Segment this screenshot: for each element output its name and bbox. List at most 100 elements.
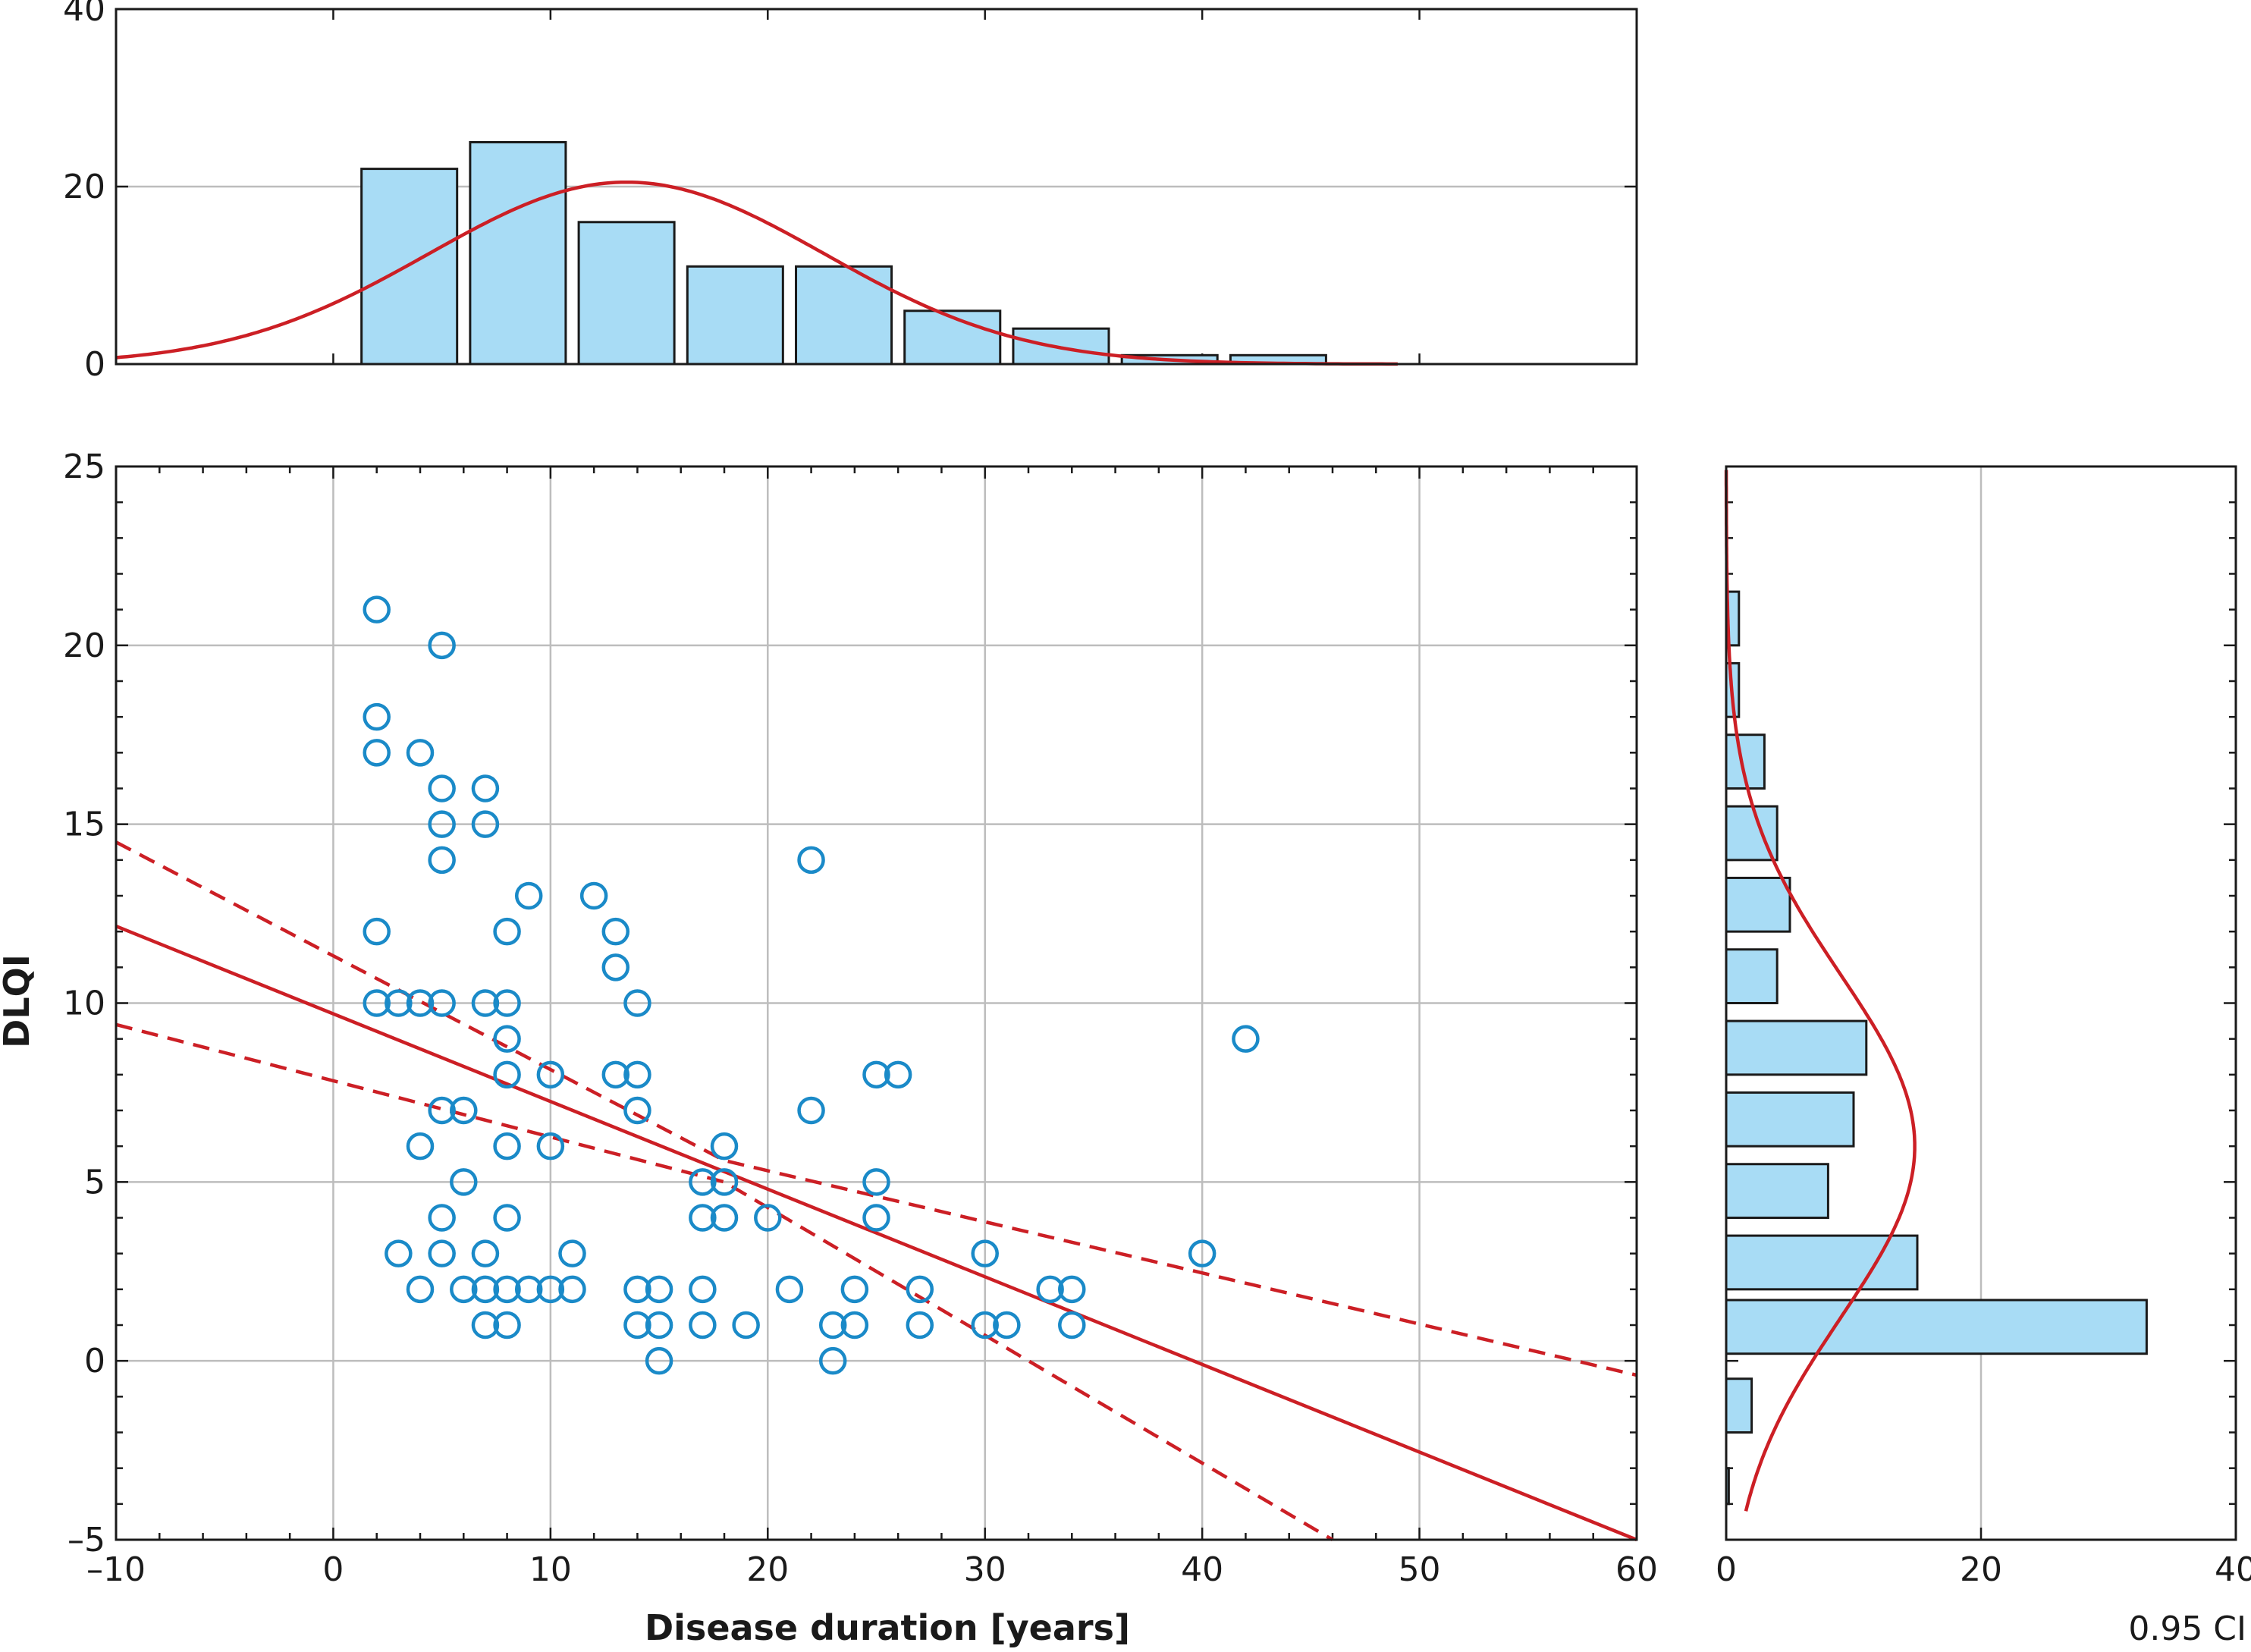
y-tick-label: 10 — [63, 985, 105, 1023]
data-point — [493, 1132, 521, 1160]
data-point — [601, 1060, 630, 1089]
data-point — [797, 1096, 825, 1125]
data-point — [471, 774, 500, 802]
data-point — [840, 1311, 869, 1340]
right-x-tick-label: 40 — [2215, 1550, 2251, 1589]
data-point — [645, 1275, 673, 1304]
data-point — [536, 1132, 565, 1160]
data-point — [493, 1025, 521, 1053]
data-point — [862, 1204, 890, 1232]
data-point — [558, 1275, 586, 1304]
x-tick-label: 20 — [746, 1550, 789, 1589]
data-point — [450, 1275, 478, 1304]
right-x-tick-label: 20 — [1960, 1550, 2002, 1589]
y-tick-label: –5 — [67, 1521, 105, 1559]
data-point — [732, 1311, 760, 1340]
x-tick-label: 10 — [529, 1550, 572, 1589]
data-point — [536, 1275, 565, 1304]
data-point — [450, 1168, 478, 1196]
right-normal-curve — [1724, 470, 1917, 1512]
x-tick-label: 40 — [1181, 1550, 1223, 1589]
top-histogram-bar — [469, 141, 567, 366]
y-tick-label: 0 — [84, 1342, 105, 1380]
y-tick-label: 5 — [84, 1163, 105, 1201]
data-point — [493, 989, 521, 1017]
data-point — [471, 1311, 500, 1340]
data-point — [623, 1060, 651, 1089]
top-y-tick-label: 40 — [63, 0, 105, 29]
data-point — [579, 881, 608, 910]
right-histogram-bar — [1725, 1299, 2148, 1355]
data-point — [1188, 1239, 1217, 1267]
data-point — [906, 1275, 934, 1304]
x-tick-label: 50 — [1399, 1550, 1441, 1589]
right-histogram-bar — [1725, 1163, 1829, 1219]
top-histogram-bar — [686, 265, 784, 366]
x-tick-label: 0 — [322, 1550, 344, 1589]
data-point — [971, 1311, 999, 1340]
right-histogram-bar — [1725, 948, 1779, 1004]
data-point — [623, 1311, 651, 1340]
top-y-tick-label: 20 — [63, 168, 105, 206]
data-point — [754, 1204, 782, 1232]
data-point — [797, 846, 825, 875]
data-point — [623, 1096, 651, 1125]
data-point — [1036, 1275, 1064, 1304]
y-tick-label: 20 — [63, 627, 105, 665]
data-point — [623, 1275, 651, 1304]
data-point — [775, 1275, 804, 1304]
data-point — [818, 1311, 847, 1340]
data-point — [818, 1346, 847, 1375]
x-axis-title: Disease duration [years] — [645, 1607, 1130, 1648]
data-point — [710, 1132, 739, 1160]
data-point — [428, 810, 456, 838]
right-histogram-bar — [1725, 1091, 1855, 1148]
data-point — [406, 989, 435, 1017]
top-normal-curve — [115, 180, 1398, 366]
data-point — [493, 1060, 521, 1089]
data-point — [450, 1096, 478, 1125]
data-point — [884, 1060, 912, 1089]
data-point — [363, 739, 391, 767]
data-point — [385, 1239, 413, 1267]
data-point — [428, 774, 456, 802]
data-point — [1058, 1275, 1086, 1304]
data-point — [645, 1346, 673, 1375]
data-point — [689, 1275, 717, 1304]
top-histogram-bar — [903, 309, 1002, 366]
y-axis-title: DLQI — [0, 954, 37, 1048]
ci-lower-line — [115, 1022, 1334, 1541]
data-point — [514, 1275, 543, 1304]
data-point — [471, 1239, 500, 1267]
right-histogram-panel: 0 20 40 — [1716, 465, 2251, 1589]
data-point — [493, 1204, 521, 1232]
data-point — [710, 1168, 739, 1196]
data-point — [1232, 1025, 1260, 1053]
data-point — [406, 739, 435, 767]
regression-line — [115, 925, 1637, 1542]
data-point — [493, 917, 521, 946]
data-point — [645, 1311, 673, 1340]
data-point — [862, 1168, 890, 1196]
x-tick-label: 30 — [964, 1550, 1006, 1589]
x-tick-label: 60 — [1615, 1550, 1658, 1589]
data-point — [689, 1311, 717, 1340]
data-point — [428, 1204, 456, 1232]
top-y-tick-label: 0 — [84, 345, 105, 384]
data-point — [363, 989, 391, 1017]
right-histogram-bar — [1725, 1377, 1753, 1434]
right-histogram-bar — [1725, 876, 1791, 933]
scatter-plot-panel: –10 0 10 20 30 40 50 60 –5 0 5 10 15 20 25 — [63, 448, 1658, 1589]
data-point — [971, 1239, 999, 1267]
y-tick-label: 15 — [63, 806, 105, 844]
scatter-frame — [115, 465, 1638, 1541]
data-point — [689, 1168, 717, 1196]
data-point — [363, 595, 391, 623]
data-point — [493, 1311, 521, 1340]
top-histogram-panel: 0 20 40 — [63, 0, 1638, 384]
data-point — [428, 1096, 456, 1125]
top-histogram-bar — [577, 221, 676, 366]
data-point — [689, 1204, 717, 1232]
data-point — [406, 1132, 435, 1160]
